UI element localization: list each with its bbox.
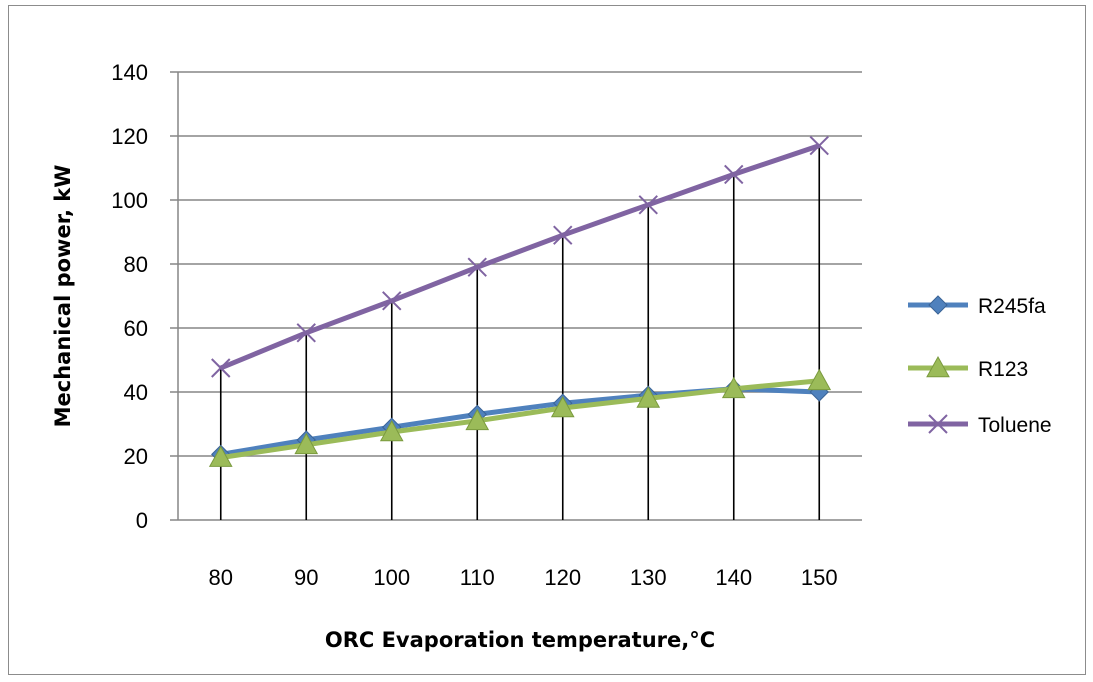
y-tick-label: 120 (111, 124, 148, 149)
x-tick-label: 110 (460, 565, 495, 590)
series-layer (208, 135, 832, 467)
data-point-toluene (809, 135, 829, 156)
drop-lines (219, 145, 821, 520)
data-point-r123 (636, 386, 661, 408)
y-tick-label: 20 (124, 444, 148, 469)
data-point-r123 (721, 376, 746, 399)
x-tick-label: 140 (715, 565, 752, 590)
x-axis-title: ORC Evaporation temperature,°C (325, 628, 715, 652)
y-tick-label: 140 (111, 60, 148, 85)
data-point-toluene (553, 225, 573, 245)
y-tick-label: 60 (124, 316, 148, 341)
x-tick-label: 80 (209, 565, 233, 590)
x-tick-label: 130 (630, 565, 667, 590)
data-point-r123 (208, 445, 233, 467)
data-point-r123 (379, 419, 404, 442)
data-point-r123 (807, 368, 832, 391)
data-point-r123 (294, 432, 319, 455)
data-point-toluene (467, 257, 487, 277)
legend-marker-toluene (928, 414, 948, 434)
series-line-toluene (219, 143, 821, 371)
legend-marker-r123 (926, 355, 950, 378)
chart-frame (8, 5, 1086, 675)
data-point-toluene (211, 358, 231, 378)
x-tick-label: 150 (801, 565, 838, 590)
legend-marker-r245fa (928, 295, 948, 315)
data-point-r123 (550, 395, 575, 418)
x-tick-label: 120 (544, 565, 581, 590)
data-point-toluene (382, 291, 402, 311)
series-line-r123 (220, 378, 820, 461)
y-tick-label: 0 (136, 508, 148, 533)
legend-label-toluene: Toluene (978, 414, 1052, 437)
x-tick-label: 100 (373, 565, 410, 590)
data-point-toluene (296, 323, 316, 343)
y-tick-label: 100 (111, 188, 148, 213)
x-axis-ticks: 80 90 100 110 120 130 140 150 (209, 565, 838, 590)
gridlines (170, 71, 862, 521)
data-point-r123 (465, 408, 490, 431)
data-point-toluene (724, 164, 744, 185)
x-tick-label: 90 (294, 565, 318, 590)
y-axis-ticks: 0 20 40 60 80 100 120 140 (111, 60, 148, 533)
legend-label-r123: R123 (978, 358, 1028, 381)
y-axis-title: Mechanical power, kW (51, 165, 75, 428)
legend: R245fa R123 Toluene (908, 295, 1052, 437)
y-tick-label: 80 (124, 252, 148, 277)
data-point-toluene (638, 195, 658, 215)
legend-label-r245fa: R245fa (978, 295, 1046, 318)
y-tick-label: 40 (124, 380, 148, 405)
